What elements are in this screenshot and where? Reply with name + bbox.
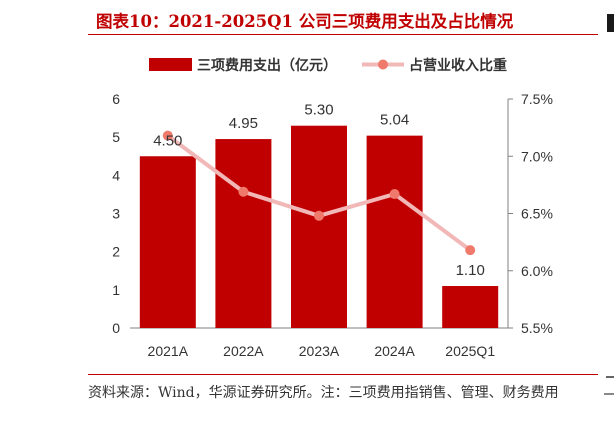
- legend: 三项费用支出（亿元） 占营业收入比重: [149, 57, 507, 73]
- y-right-tick-label: 7.0%: [521, 148, 553, 164]
- footer-rule: [88, 374, 598, 375]
- bar: [139, 156, 196, 328]
- legend-bar-label: 三项费用支出（亿元）: [197, 57, 337, 73]
- figure-title: 图表10：2021-2025Q1 公司三项费用支出及占比情况: [96, 12, 514, 31]
- adjacent-figure-edge: [607, 14, 614, 32]
- y-left-tick-label: 3: [112, 206, 120, 222]
- adjacent-figure-edge-mark: [606, 376, 614, 378]
- bar-value-label: 4.95: [229, 115, 258, 132]
- adjacent-figure-edge-dash: [604, 393, 614, 395]
- y-left-tick-label: 5: [112, 129, 120, 145]
- bar-series: [139, 125, 499, 328]
- line-series: 4.50 4.95 5.30 5.04 1.10: [153, 102, 485, 279]
- title-rule: [88, 34, 598, 35]
- y-left-tick-label: 0: [112, 320, 120, 336]
- y-left-tick-label: 1: [112, 282, 120, 298]
- bar: [442, 286, 499, 328]
- x-tick-label: 2025Q1: [445, 343, 495, 359]
- ratio-point: [465, 245, 476, 256]
- x-tick-label: 2022A: [223, 343, 264, 359]
- y-right-tick-label: 7.5%: [521, 91, 553, 107]
- legend-line-label: 占营业收入比重: [409, 57, 507, 73]
- axes: 0 1 2 3 4 5 6 5.5% 6.0% 6.5% 7.0% 7.5% 2021A 2022A 202…: [112, 91, 553, 359]
- legend-line-marker: [378, 59, 388, 70]
- bar: [215, 139, 272, 328]
- ratio-point: [389, 189, 400, 200]
- legend-bar-swatch: [149, 58, 192, 71]
- source-note: 资料来源：Wind，华源证券研究所。注：三项费用指销售、管理、财务费用: [88, 385, 559, 401]
- bar-value-label: 5.04: [380, 112, 409, 129]
- x-tick-label: 2024A: [374, 343, 415, 359]
- bar-value-label: 5.30: [304, 102, 333, 119]
- bar-value-label: 1.10: [456, 262, 485, 279]
- y-left-tick-label: 2: [112, 244, 120, 260]
- ratio-point: [162, 130, 173, 141]
- y-right-tick-label: 6.5%: [521, 206, 553, 222]
- ratio-point: [238, 186, 249, 197]
- bar: [366, 135, 423, 328]
- bar-value-label: 4.50: [153, 132, 182, 149]
- ratio-point: [314, 210, 324, 221]
- y-left-tick-label: 6: [112, 91, 120, 107]
- x-tick-label: 2023A: [299, 343, 340, 359]
- y-right-tick-label: 6.0%: [521, 263, 553, 279]
- bar: [291, 125, 347, 328]
- y-left-tick-label: 4: [112, 167, 120, 183]
- x-tick-label: 2021A: [148, 343, 189, 359]
- y-right-tick-label: 5.5%: [521, 320, 553, 336]
- chart: 三项费用支出（亿元） 占营业收入比重 0 1 2 3 4 5 6 5.5% 6.0% 6.5% 7.…: [112, 57, 553, 359]
